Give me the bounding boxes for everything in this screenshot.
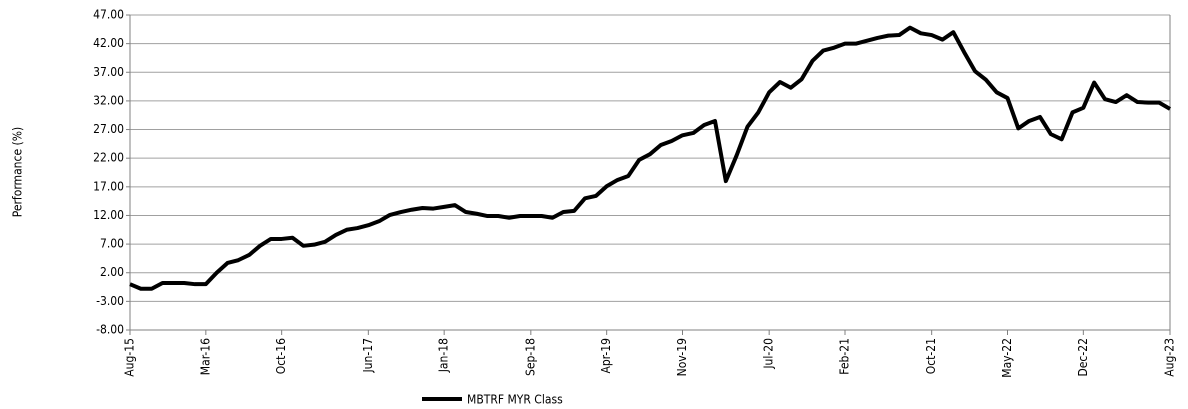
x-tick-label: Aug-15 <box>123 338 137 377</box>
y-tick-label: -8.00 <box>96 323 124 337</box>
legend-label: MBTRF MYR Class <box>467 393 563 407</box>
x-tick-label: Mar-16 <box>198 338 212 375</box>
x-tick-label: Dec-22 <box>1076 338 1090 377</box>
y-tick-label: 22.00 <box>93 151 124 165</box>
x-tick-label: Feb-21 <box>838 338 852 375</box>
y-tick-label: 47.00 <box>93 8 124 22</box>
y-axis-label: Performance (%) <box>11 127 25 217</box>
x-tick-label: Jul-20 <box>762 338 776 370</box>
y-tick-label: 42.00 <box>93 36 124 50</box>
x-tick-label: Aug-23 <box>1163 338 1177 377</box>
y-tick-label: 37.00 <box>93 65 124 79</box>
x-tick-label: Jun-17 <box>361 338 375 374</box>
y-tick-label: 2.00 <box>100 265 124 279</box>
line-series <box>129 25 1172 291</box>
x-tick-label: Oct-16 <box>274 338 288 374</box>
x-tick-label: Nov-19 <box>675 338 689 377</box>
x-tick-label: May-22 <box>1000 338 1014 378</box>
y-tick-label: 27.00 <box>93 122 124 136</box>
y-tick-label: 7.00 <box>100 237 124 251</box>
y-tick-label: -3.00 <box>96 294 124 308</box>
y-tick-label: 32.00 <box>93 93 124 107</box>
x-tick-label: Jan-18 <box>437 338 451 373</box>
y-tick-label: 17.00 <box>93 179 124 193</box>
x-tick-label: Apr-19 <box>599 338 613 374</box>
x-tick-label: Sep-18 <box>523 338 537 376</box>
x-tick-label: Oct-21 <box>924 338 938 374</box>
y-tick-label: 12.00 <box>93 208 124 222</box>
